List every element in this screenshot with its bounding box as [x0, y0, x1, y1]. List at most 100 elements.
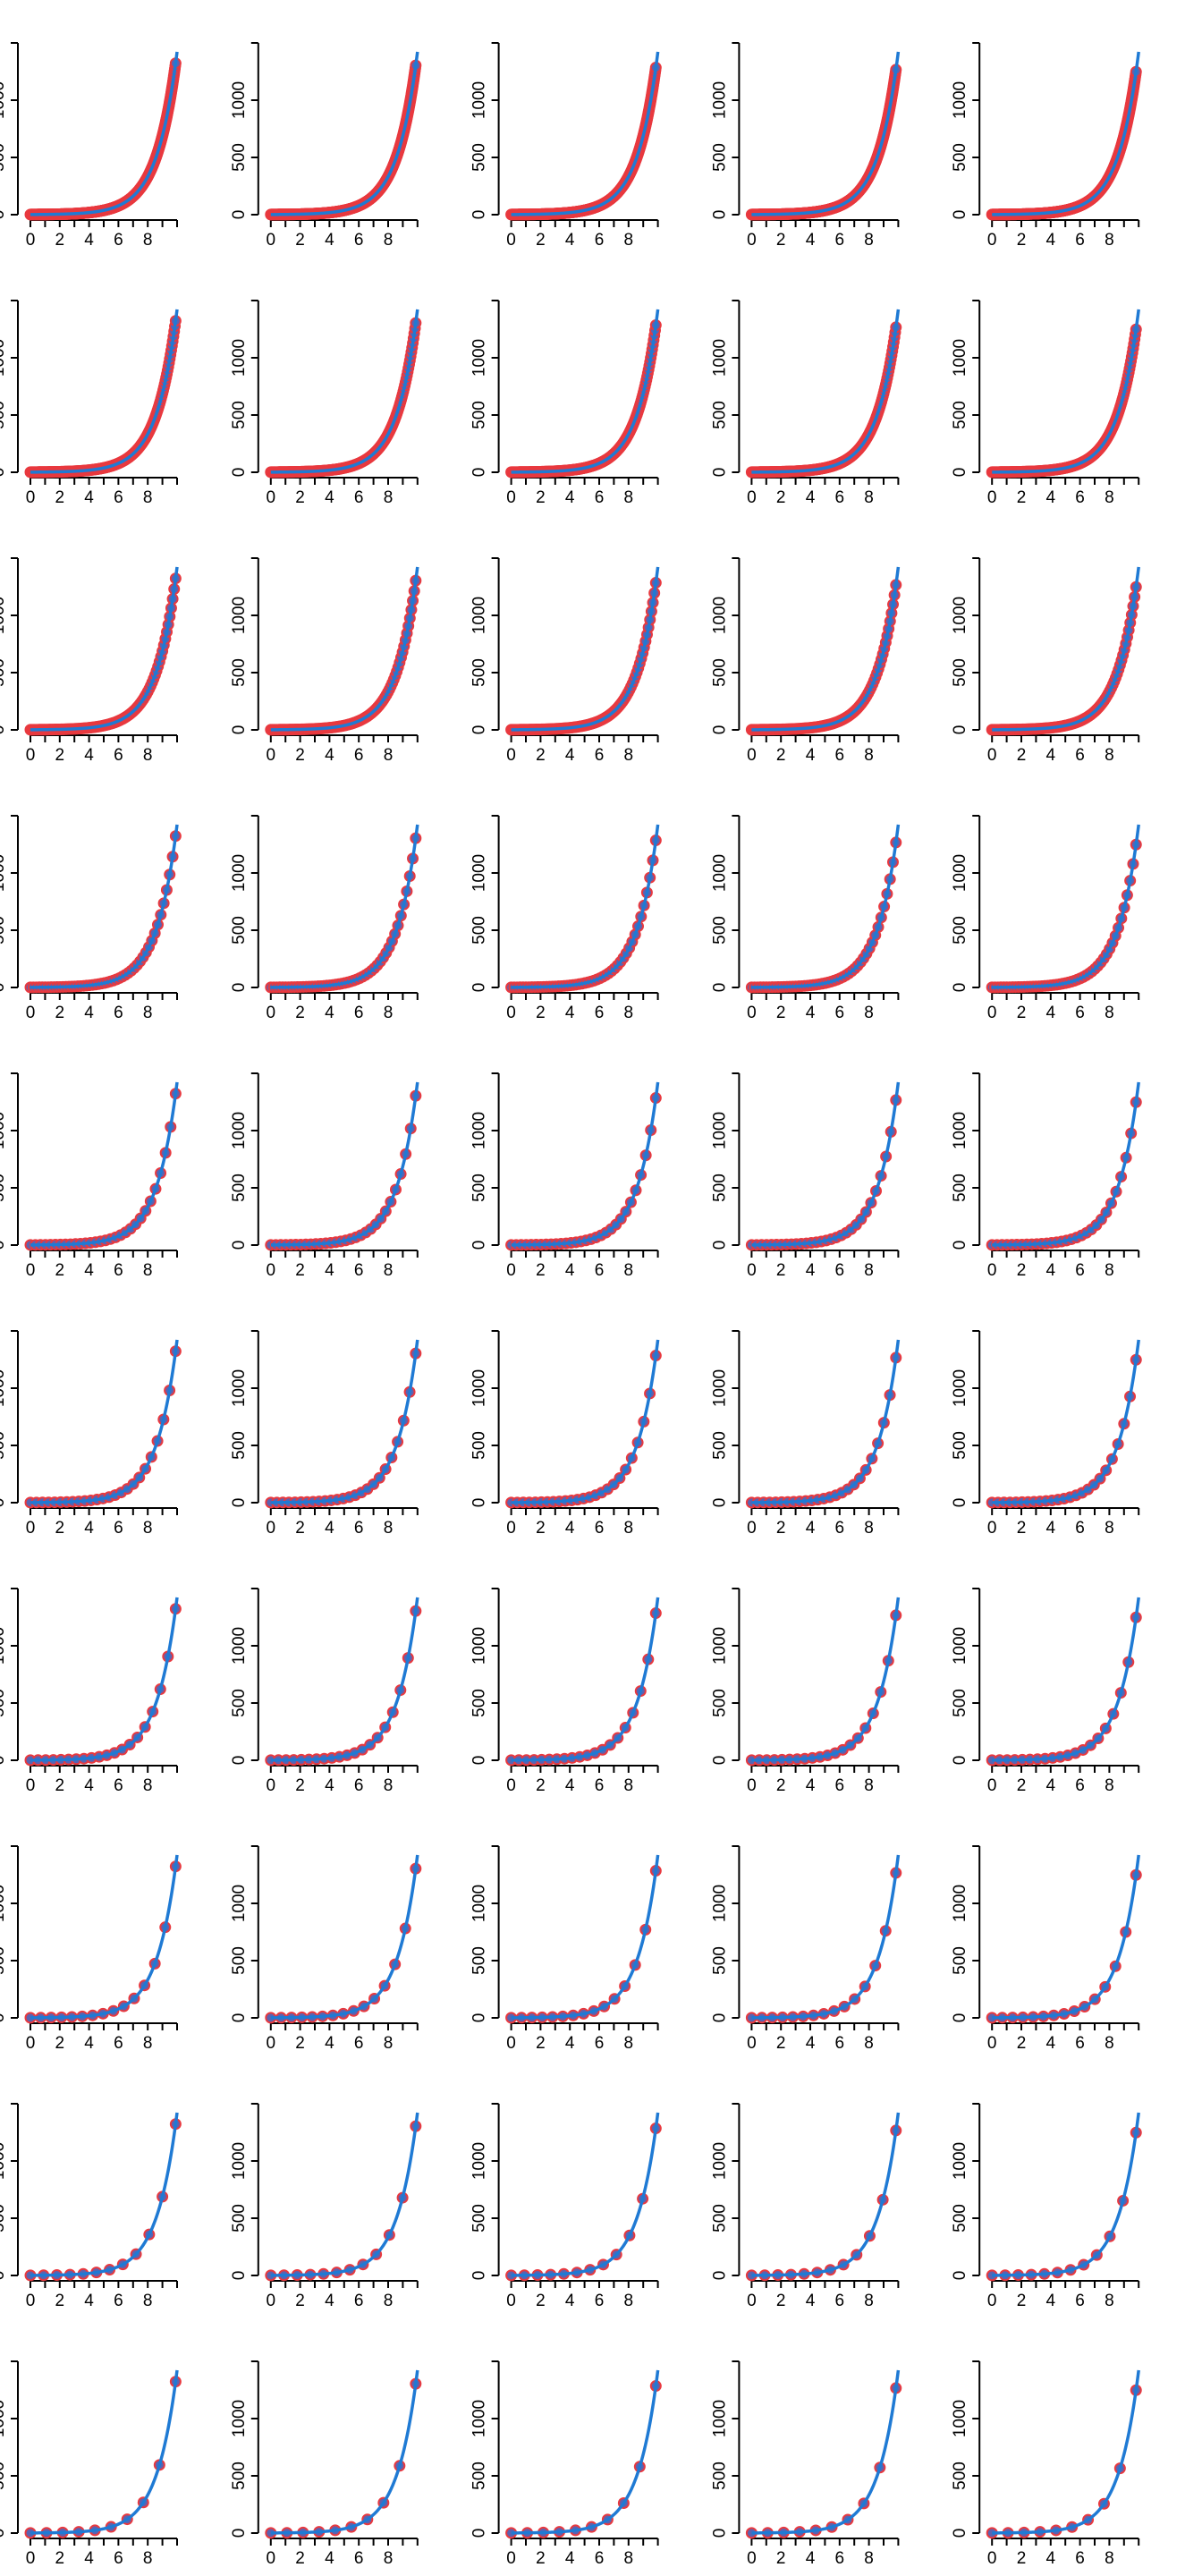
x-tick-label: 8 [384, 1261, 394, 1280]
y-tick-label: 1000 [0, 339, 8, 377]
y-tick-label: 0 [0, 1498, 8, 1508]
curve-line [751, 309, 901, 474]
marker-series [986, 65, 1142, 221]
x-tick-label: 0 [267, 1519, 276, 1538]
panel-r7-c3: 0 2 4 6 8 0 500 1000 [470, 1588, 662, 1795]
x-tick-label: 4 [325, 1261, 334, 1280]
panel-r2-c3: 0 2 4 6 8 0 500 1000 [470, 300, 662, 507]
x-tick-label: 6 [354, 488, 364, 507]
y-tick-label: 0 [710, 725, 729, 735]
marker-series [24, 1603, 182, 1767]
y-tick-label: 500 [0, 916, 8, 945]
marker-series [986, 838, 1142, 994]
x-tick-label: 8 [864, 746, 874, 765]
x-tick-label: 0 [267, 488, 276, 507]
x-tick-label: 4 [1046, 1261, 1056, 1280]
x-tick-label: 8 [384, 1519, 394, 1538]
y-tick-label: 1000 [230, 854, 249, 892]
marker-series [265, 574, 422, 736]
x-tick-label: 0 [267, 231, 276, 250]
curve-line [511, 309, 660, 474]
y-tick-label: 0 [951, 210, 969, 220]
y-tick-label: 500 [710, 401, 729, 429]
x-tick-label: 8 [624, 1519, 634, 1538]
x-tick-label: 2 [536, 1004, 546, 1022]
x-tick-label: 8 [143, 488, 153, 507]
x-tick-label: 6 [1075, 231, 1085, 250]
y-tick-label: 1000 [470, 1627, 489, 1665]
x-tick-label: 2 [776, 1004, 786, 1022]
x-tick-label: 4 [1046, 488, 1056, 507]
y-tick-label: 1000 [710, 81, 729, 119]
x-tick-label: 0 [506, 1776, 516, 1795]
x-tick-label: 6 [1075, 488, 1085, 507]
x-tick-label: 2 [536, 1261, 546, 1280]
y-tick-label: 1000 [0, 1627, 8, 1665]
x-tick-label: 8 [1105, 1004, 1114, 1022]
x-tick-label: 6 [835, 231, 845, 250]
x-tick-label: 4 [806, 746, 816, 765]
x-tick-label: 4 [325, 746, 334, 765]
marker-series [505, 319, 662, 479]
curve-line [30, 51, 179, 216]
y-tick-label: 500 [0, 401, 8, 429]
marker-series [265, 59, 422, 221]
x-tick-label: 0 [747, 231, 757, 250]
panel-r4-c5: 0 2 4 6 8 0 500 1000 [951, 815, 1142, 1022]
x-tick-label: 0 [987, 1004, 997, 1022]
y-tick-label: 500 [470, 143, 489, 172]
x-tick-label: 6 [1075, 1261, 1085, 1280]
x-tick-label: 6 [354, 1776, 364, 1795]
x-tick-label: 4 [1046, 746, 1056, 765]
panel-r5-c5: 0 2 4 6 8 0 500 1000 [951, 1072, 1142, 1280]
x-tick-label: 4 [84, 231, 94, 250]
x-tick-label: 2 [1017, 231, 1027, 250]
x-tick-label: 2 [536, 1519, 546, 1538]
marker-series [24, 57, 182, 221]
x-tick-label: 6 [835, 746, 845, 765]
marker-series [745, 64, 902, 221]
x-tick-label: 4 [565, 488, 575, 507]
y-tick-label: 500 [710, 916, 729, 945]
x-tick-label: 8 [864, 1261, 874, 1280]
panel-r3-c5: 0 2 4 6 8 0 500 1000 [951, 557, 1142, 765]
y-tick-label: 500 [710, 1174, 729, 1202]
y-tick-label: 500 [230, 401, 249, 429]
curve-line [992, 824, 1140, 989]
y-tick-label: 500 [951, 916, 969, 945]
y-tick-label: 1000 [951, 854, 969, 892]
x-tick-label: 8 [624, 1004, 634, 1022]
x-tick-label: 2 [55, 1261, 65, 1280]
marker-series [986, 1096, 1142, 1251]
x-tick-label: 8 [864, 1004, 874, 1022]
curve-line [992, 1081, 1140, 1247]
x-tick-label: 2 [55, 231, 65, 250]
curve-line [270, 1597, 419, 1762]
y-tick-label: 0 [951, 1498, 969, 1508]
x-tick-label: 6 [114, 231, 123, 250]
x-tick-label: 2 [776, 1519, 786, 1538]
x-tick-label: 0 [26, 488, 36, 507]
y-tick-label: 1000 [951, 1369, 969, 1407]
x-tick-label: 4 [325, 1004, 334, 1022]
marker-series [24, 830, 182, 994]
y-tick-label: 500 [0, 658, 8, 687]
x-tick-label: 4 [325, 1776, 334, 1795]
x-tick-label: 0 [26, 1261, 36, 1280]
x-tick-label: 8 [1105, 1261, 1114, 1280]
x-tick-label: 0 [267, 1004, 276, 1022]
curve-line [270, 824, 419, 989]
y-tick-label: 1000 [230, 1112, 249, 1149]
y-tick-label: 500 [951, 143, 969, 172]
x-tick-label: 0 [747, 1519, 757, 1538]
x-tick-label: 6 [595, 1776, 605, 1795]
y-tick-label: 500 [230, 1174, 249, 1202]
x-tick-label: 0 [26, 1776, 36, 1795]
x-tick-label: 2 [295, 1776, 305, 1795]
